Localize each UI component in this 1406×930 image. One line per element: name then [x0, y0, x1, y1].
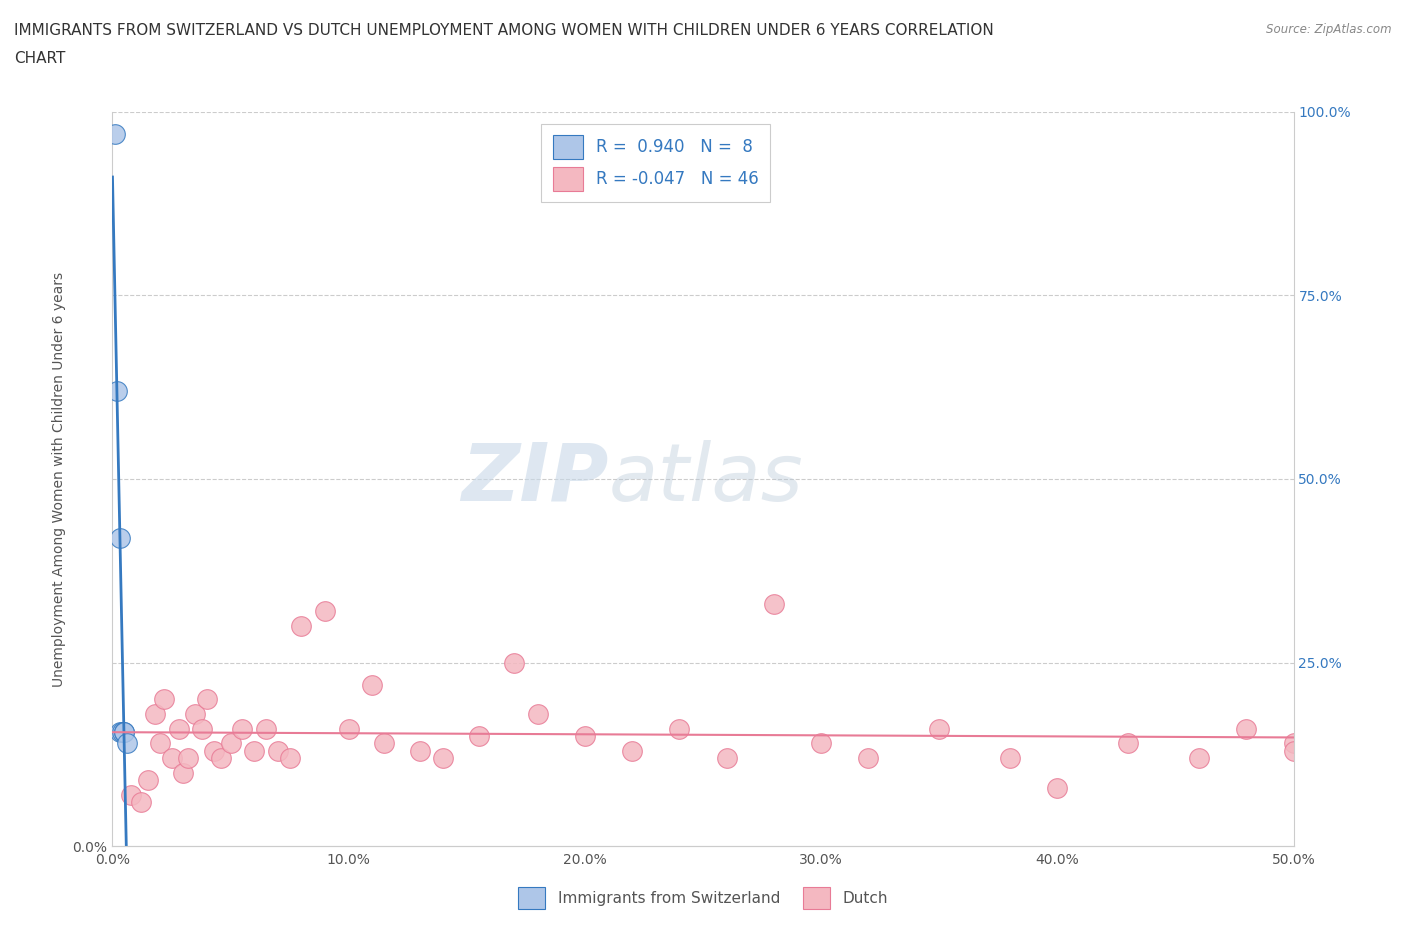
Text: CHART: CHART — [14, 51, 66, 66]
Point — [143, 707, 166, 722]
Legend: Immigrants from Switzerland, Dutch: Immigrants from Switzerland, Dutch — [509, 878, 897, 918]
Point — [149, 736, 172, 751]
Point — [112, 725, 135, 740]
Point — [278, 751, 301, 765]
Legend: R =  0.940   N =  8, R = -0.047   N = 46: R = 0.940 N = 8, R = -0.047 N = 46 — [541, 124, 770, 203]
Y-axis label: Unemployment Among Women with Children Under 6 years: Unemployment Among Women with Children U… — [52, 272, 66, 686]
Point — [160, 751, 183, 765]
Point — [112, 725, 135, 740]
Point — [153, 692, 176, 707]
Text: atlas: atlas — [609, 440, 803, 518]
Point — [716, 751, 738, 765]
Point — [108, 530, 131, 545]
Point — [1282, 743, 1305, 758]
Point — [1282, 736, 1305, 751]
Point — [337, 722, 360, 737]
Point — [408, 743, 430, 758]
Point — [231, 722, 253, 737]
Point — [762, 596, 785, 611]
Text: IMMIGRANTS FROM SWITZERLAND VS DUTCH UNEMPLOYMENT AMONG WOMEN WITH CHILDREN UNDE: IMMIGRANTS FROM SWITZERLAND VS DUTCH UNE… — [14, 23, 994, 38]
Point — [129, 795, 152, 810]
Point — [1234, 722, 1257, 737]
Point — [243, 743, 266, 758]
Point — [668, 722, 690, 737]
Point — [526, 707, 548, 722]
Point — [202, 743, 225, 758]
Point — [928, 722, 950, 737]
Point — [108, 725, 131, 740]
Point — [184, 707, 207, 722]
Point — [503, 656, 526, 671]
Point — [104, 126, 127, 141]
Point — [467, 729, 489, 744]
Point — [810, 736, 832, 751]
Point — [574, 729, 596, 744]
Point — [998, 751, 1021, 765]
Point — [290, 618, 312, 633]
Point — [1046, 780, 1069, 795]
Point — [167, 722, 190, 737]
Point — [120, 788, 142, 803]
Point — [191, 722, 214, 737]
Point — [621, 743, 644, 758]
Point — [115, 736, 138, 751]
Point — [195, 692, 218, 707]
Point — [177, 751, 200, 765]
Point — [858, 751, 880, 765]
Point — [136, 773, 159, 788]
Point — [172, 765, 194, 780]
Point — [1188, 751, 1211, 765]
Text: ZIP: ZIP — [461, 440, 609, 518]
Text: Source: ZipAtlas.com: Source: ZipAtlas.com — [1267, 23, 1392, 36]
Point — [432, 751, 454, 765]
Point — [209, 751, 232, 765]
Point — [373, 736, 395, 751]
Point — [254, 722, 277, 737]
Point — [105, 383, 128, 398]
Point — [314, 604, 336, 618]
Point — [111, 725, 134, 740]
Point — [219, 736, 242, 751]
Point — [1116, 736, 1139, 751]
Point — [361, 677, 384, 692]
Point — [267, 743, 290, 758]
